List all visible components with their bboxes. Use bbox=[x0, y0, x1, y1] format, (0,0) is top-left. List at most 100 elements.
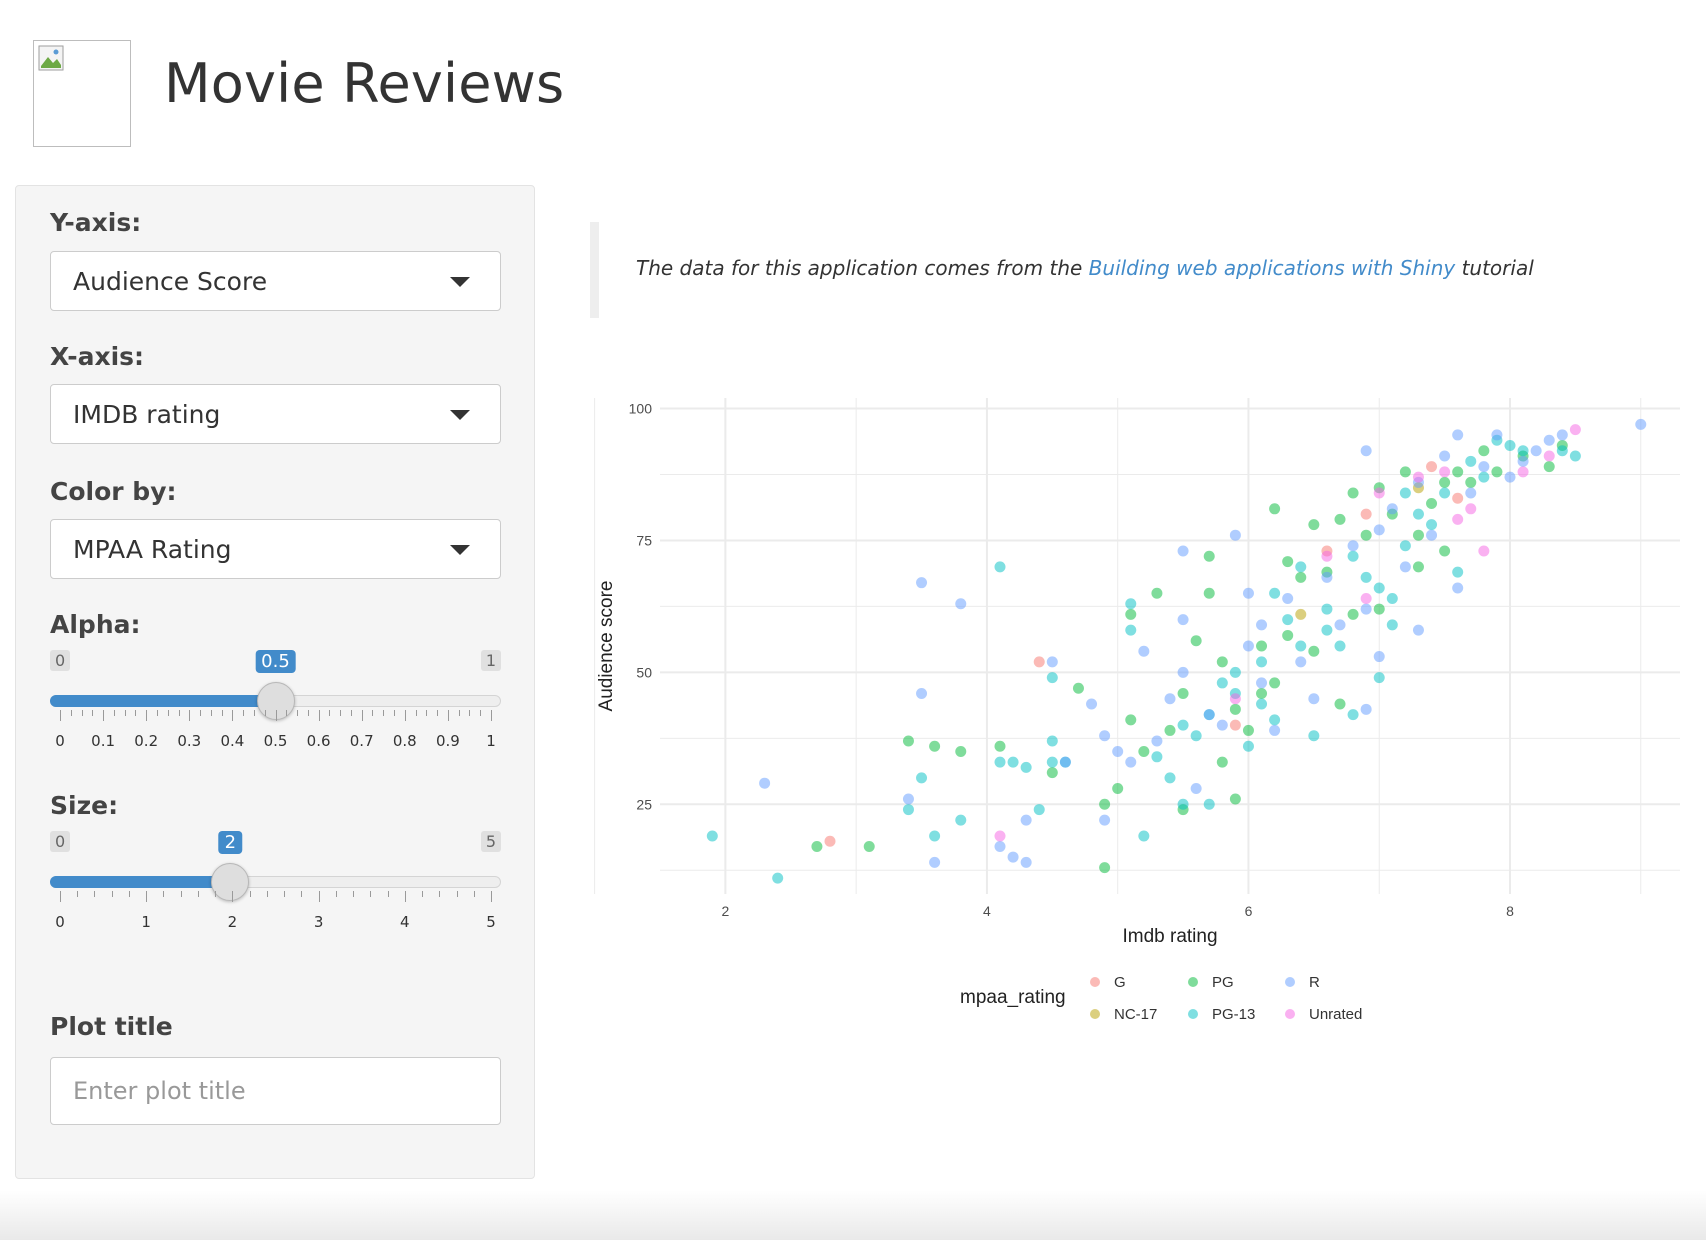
data-point bbox=[1151, 587, 1163, 599]
data-point bbox=[772, 872, 784, 884]
data-point bbox=[1151, 735, 1163, 747]
data-point bbox=[1190, 635, 1202, 647]
size-value-bubble: 2 bbox=[218, 831, 243, 854]
y-axis-title: Audience score bbox=[596, 581, 617, 712]
data-point bbox=[1033, 656, 1045, 668]
data-point bbox=[1439, 487, 1451, 499]
data-point bbox=[1125, 714, 1137, 726]
data-point bbox=[1321, 603, 1333, 615]
data-point bbox=[1190, 730, 1202, 742]
legend-title: mpaa_rating bbox=[960, 987, 1066, 1008]
data-point bbox=[1086, 698, 1098, 710]
alpha-slider-tick-label: 0.8 bbox=[392, 732, 417, 750]
data-point bbox=[929, 740, 941, 752]
data-point bbox=[1308, 645, 1320, 657]
color-by-select[interactable]: MPAA Rating bbox=[50, 519, 501, 579]
alpha-slider-tick bbox=[167, 710, 169, 716]
data-point bbox=[1386, 619, 1398, 631]
data-point bbox=[1426, 498, 1438, 510]
chevron-down-icon bbox=[450, 545, 470, 555]
size-slider-tick bbox=[301, 891, 303, 897]
data-point bbox=[1138, 830, 1150, 842]
data-point bbox=[824, 835, 836, 847]
data-point bbox=[1177, 719, 1189, 731]
size-slider-handle[interactable] bbox=[211, 863, 250, 901]
y-axis-select[interactable]: Audience Score bbox=[50, 251, 501, 311]
data-point bbox=[1269, 587, 1281, 599]
data-point bbox=[1347, 540, 1359, 552]
data-point bbox=[1282, 556, 1294, 568]
note-suffix: tutorial bbox=[1455, 256, 1534, 280]
alpha-slider-tick bbox=[189, 710, 191, 721]
alpha-slider-tick bbox=[480, 710, 482, 716]
alpha-slider-tick bbox=[253, 710, 255, 716]
data-point bbox=[1569, 450, 1581, 462]
data-point bbox=[1099, 862, 1111, 874]
size-label: Size: bbox=[50, 791, 119, 820]
data-point bbox=[1177, 687, 1189, 699]
data-point bbox=[759, 777, 771, 789]
data-point bbox=[1072, 682, 1084, 694]
data-point bbox=[1099, 798, 1111, 810]
plot-title-input[interactable] bbox=[50, 1057, 501, 1125]
scatter-plot: 2 4 6 8 25 50 75 100 Imdb rating Audience score mp… bbox=[594, 398, 1680, 1023]
size-slider-tick bbox=[266, 891, 268, 897]
data-point bbox=[1177, 798, 1189, 810]
data-point bbox=[1256, 698, 1268, 710]
y-tick-label: 25 bbox=[636, 796, 652, 812]
size-max-label: 5 bbox=[480, 831, 501, 852]
legend-label: R bbox=[1309, 974, 1320, 991]
size-slider[interactable]: 0 5 2 0 1 2 3 4 5 bbox=[50, 831, 501, 941]
data-point bbox=[1452, 492, 1464, 504]
alpha-slider-tick-label: 1 bbox=[486, 732, 496, 750]
size-slider-tick bbox=[111, 891, 113, 897]
alpha-slider-tick bbox=[286, 710, 288, 716]
size-slider-tick-label: 4 bbox=[400, 913, 410, 931]
data-point bbox=[916, 772, 928, 784]
y-axis-selected-value: Audience Score bbox=[73, 267, 268, 296]
size-slider-tick bbox=[249, 891, 251, 897]
alpha-slider-tick bbox=[232, 710, 234, 721]
data-point bbox=[1216, 656, 1228, 668]
data-point bbox=[1386, 503, 1398, 515]
data-point bbox=[1334, 619, 1346, 631]
data-point bbox=[1295, 608, 1307, 620]
data-point bbox=[1282, 614, 1294, 626]
data-point bbox=[1138, 645, 1150, 657]
data-point bbox=[1478, 445, 1490, 457]
size-slider-tick bbox=[387, 891, 389, 897]
size-slider-tick bbox=[232, 891, 234, 902]
data-point bbox=[1046, 672, 1058, 684]
alpha-slider-tick-label: 0.4 bbox=[220, 732, 245, 750]
data-point bbox=[1190, 782, 1202, 794]
data-point bbox=[1569, 424, 1581, 436]
size-slider-tick bbox=[491, 891, 492, 902]
data-point bbox=[1412, 624, 1424, 636]
data-point bbox=[1373, 487, 1385, 499]
data-point bbox=[1282, 593, 1294, 605]
data-point bbox=[1517, 455, 1529, 467]
data-point bbox=[994, 561, 1006, 573]
size-slider-fill bbox=[50, 876, 231, 888]
alpha-label: Alpha: bbox=[50, 610, 141, 639]
data-point bbox=[1334, 640, 1346, 652]
alpha-slider-tick-label: 0.5 bbox=[263, 732, 288, 750]
size-slider-tick bbox=[353, 891, 355, 897]
alpha-slider-tick bbox=[200, 710, 202, 716]
size-min-label: 0 bbox=[50, 831, 71, 852]
x-axis-select[interactable]: IMDB rating bbox=[50, 384, 501, 444]
alpha-slider-tick bbox=[329, 710, 331, 716]
alpha-slider-tick bbox=[60, 710, 61, 721]
tutorial-link[interactable]: Building web applications with Shiny bbox=[1088, 256, 1456, 280]
data-point bbox=[1426, 519, 1438, 531]
x-axis-selected-value: IMDB rating bbox=[73, 400, 221, 429]
alpha-slider-tick bbox=[275, 710, 277, 721]
alpha-slider[interactable]: 0 1 0.5 0 0.1 0.2 0.3 0.4 0.5 0.6 0.7 0.8 0.9 1 bbox=[50, 650, 501, 760]
alpha-slider-tick bbox=[243, 710, 245, 716]
data-point bbox=[1373, 603, 1385, 615]
data-point bbox=[955, 598, 967, 610]
size-slider-tick bbox=[94, 891, 96, 897]
x-axis-title: Imdb rating bbox=[1122, 926, 1217, 947]
size-slider-tick bbox=[77, 891, 79, 897]
data-point bbox=[1321, 550, 1333, 562]
